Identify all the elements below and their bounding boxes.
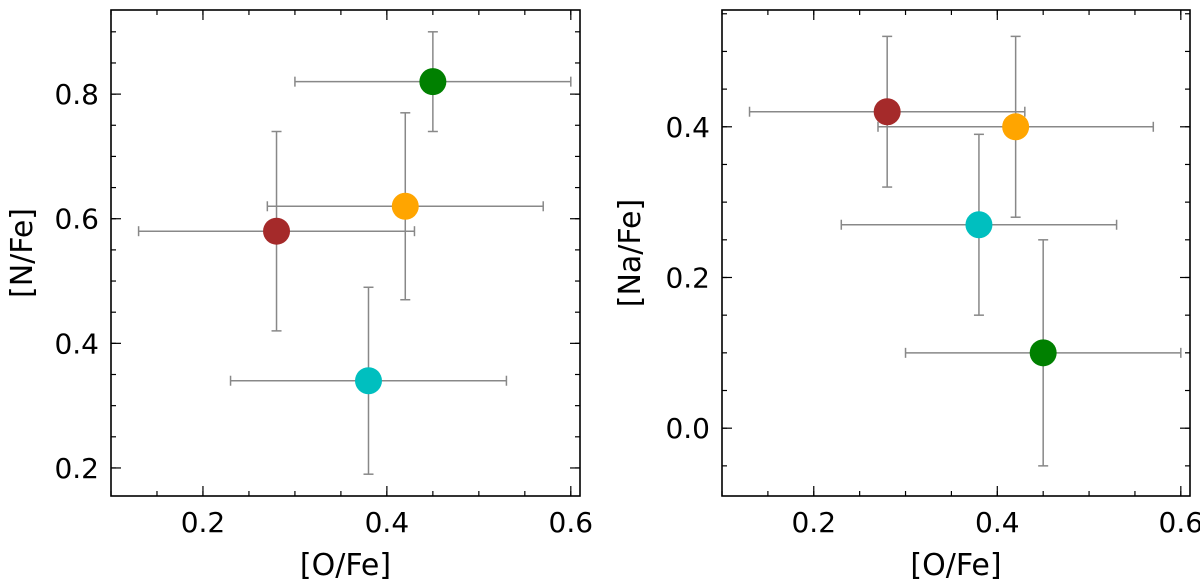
data-point (1029, 339, 1057, 367)
data-point-group (748, 35, 1026, 188)
x-tick-label: 0.2 (791, 506, 836, 539)
data-point-group (904, 239, 1182, 467)
y-tick-label: 0.2 (665, 261, 710, 294)
panel-na-vs-o: 0.2 0.4 0.6 0.0 0.2 0.4 [O/Fe] [Na/Fe] (613, 9, 1200, 582)
x-tick-label: 0.6 (549, 506, 594, 539)
axes-frame (721, 9, 1191, 497)
data-point (419, 68, 447, 96)
panel-n-vs-o: 0.2 0.4 0.6 0.2 0.4 0.6 0.8 [O/Fe] [N/Fe] (5, 9, 594, 582)
data-point (391, 192, 419, 220)
y-tick-label: 0.4 (665, 111, 710, 144)
data-point-group (137, 130, 416, 332)
y-tick-label: 0.2 (54, 452, 99, 485)
y-tick-label: 0.0 (665, 412, 710, 445)
x-tick-label: 0.4 (975, 506, 1020, 539)
x-tick-label: 0.4 (365, 506, 410, 539)
y-tick-label: 0.4 (54, 327, 99, 360)
data-point (873, 98, 901, 126)
data-point-group (294, 31, 572, 133)
data-point (263, 217, 291, 245)
data-point-group (877, 35, 1155, 218)
x-axis-label: [O/Fe] (910, 548, 1001, 582)
data-point (1002, 113, 1030, 141)
y-tick-label: 0.8 (54, 78, 99, 111)
data-point (965, 211, 993, 239)
x-axis-label: [O/Fe] (300, 548, 391, 582)
axes-frame (110, 9, 581, 497)
y-axis-label: [Na/Fe] (613, 199, 648, 307)
y-axis-label: [N/Fe] (5, 208, 40, 298)
x-tick-label: 0.6 (1159, 506, 1200, 539)
data-point-group (840, 133, 1118, 316)
data-point-group (229, 286, 508, 475)
data-point (354, 367, 382, 395)
y-tick-label: 0.6 (54, 203, 99, 236)
data-point-group (266, 112, 544, 301)
x-tick-label: 0.2 (181, 506, 226, 539)
